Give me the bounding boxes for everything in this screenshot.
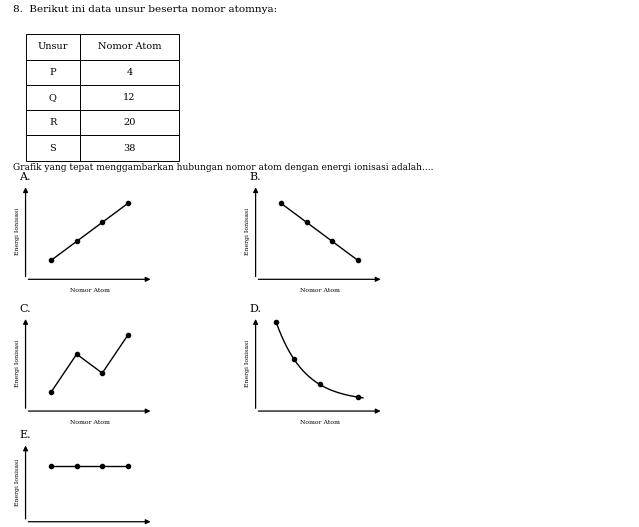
- Text: E.: E.: [19, 430, 31, 440]
- Text: Grafik yang tepat menggambarkan hubungan nomor atom dengan energi ionisasi adala: Grafik yang tepat menggambarkan hubungan…: [13, 163, 433, 172]
- Text: 4: 4: [127, 67, 132, 77]
- Text: C.: C.: [19, 304, 31, 314]
- Text: Unsur: Unsur: [38, 42, 68, 52]
- Text: Energi Ionisasi: Energi Ionisasi: [245, 208, 250, 256]
- Text: Q: Q: [49, 93, 57, 102]
- Text: R: R: [49, 118, 56, 128]
- Text: D.: D.: [249, 304, 261, 314]
- Text: Nomor Atom: Nomor Atom: [70, 419, 109, 425]
- Text: Nomor Atom: Nomor Atom: [98, 42, 161, 52]
- Text: Nomor Atom: Nomor Atom: [300, 288, 339, 293]
- Text: Nomor Atom: Nomor Atom: [70, 288, 109, 293]
- Text: Energi Ionisasi: Energi Ionisasi: [15, 458, 20, 506]
- Text: P: P: [49, 67, 56, 77]
- Text: 8.  Berikut ini data unsur beserta nomor atomnya:: 8. Berikut ini data unsur beserta nomor …: [13, 5, 277, 14]
- Text: Energi Ionisasi: Energi Ionisasi: [15, 340, 20, 387]
- Text: 20: 20: [123, 118, 135, 128]
- Text: S: S: [49, 143, 56, 153]
- Text: 38: 38: [123, 143, 135, 153]
- Text: Nomor Atom: Nomor Atom: [300, 419, 339, 425]
- Text: 12: 12: [123, 93, 135, 102]
- Text: B.: B.: [249, 172, 261, 182]
- Text: Energi Ionisasi: Energi Ionisasi: [15, 208, 20, 256]
- Text: Energi Ionisasi: Energi Ionisasi: [245, 340, 250, 387]
- Text: A.: A.: [19, 172, 31, 182]
